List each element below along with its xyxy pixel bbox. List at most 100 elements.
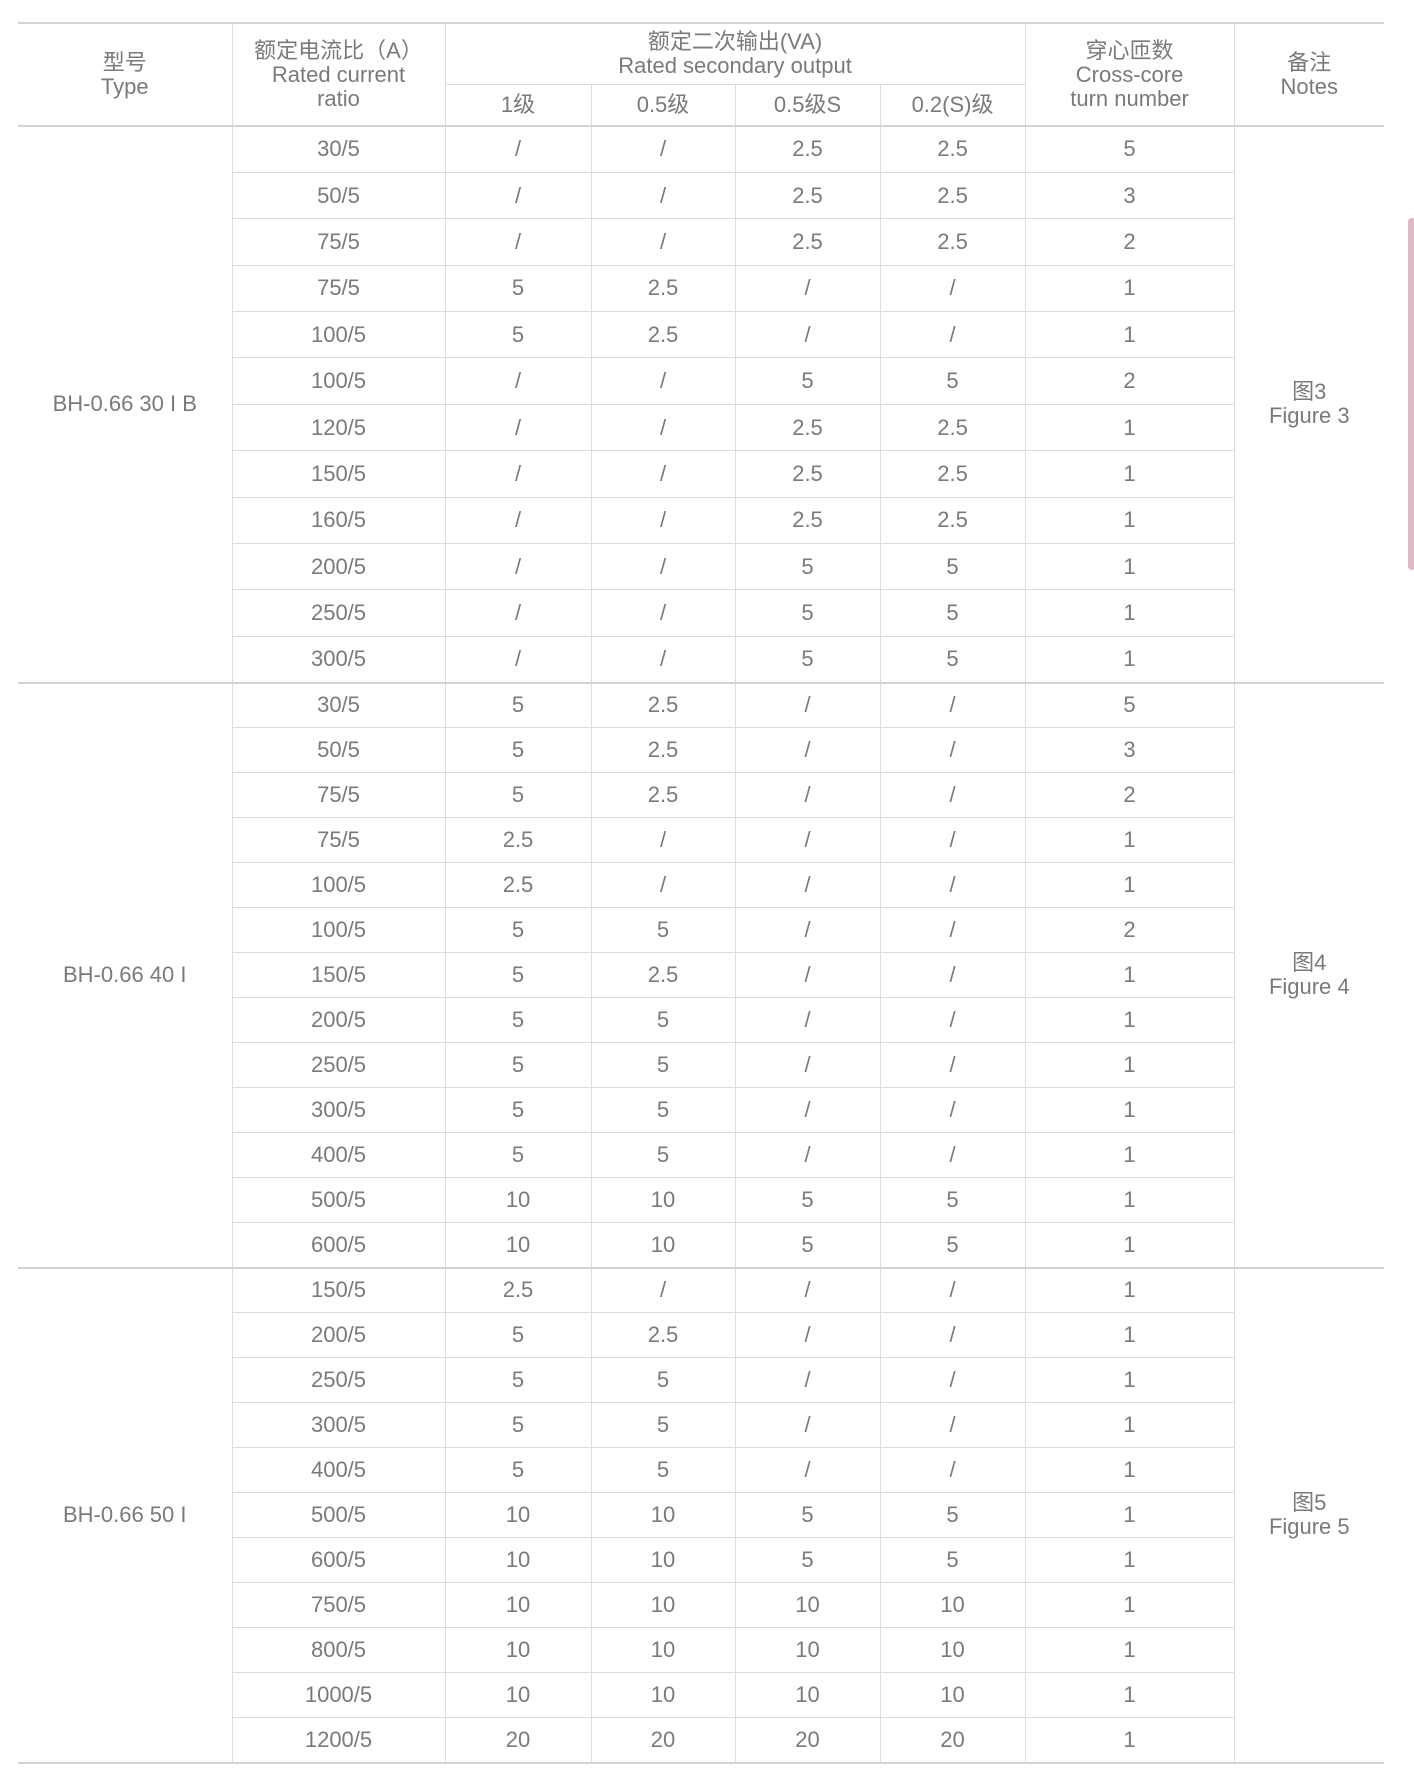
ratio-cell: 1200/5 bbox=[231, 1717, 445, 1764]
turns-cell: 1 bbox=[1024, 1672, 1235, 1719]
ratio-cell: 250/5 bbox=[231, 589, 445, 637]
class-0.5s-cell: 5 bbox=[734, 357, 880, 405]
class-0.2s-cell: / bbox=[879, 862, 1026, 909]
ratio-cell: 150/5 bbox=[231, 450, 445, 498]
class-1-cell: / bbox=[444, 218, 591, 266]
table-row: 150/5//2.5 2.5 1 bbox=[18, 450, 1384, 498]
header-class-0.5: 0.5级 bbox=[590, 84, 735, 127]
class-1-cell: 5 bbox=[444, 311, 591, 359]
table-row: 1000/5 10 10 10 10 1 bbox=[18, 1672, 1384, 1719]
class-0.5-cell: 5 bbox=[590, 907, 735, 954]
class-0.2s-cell: 10 bbox=[879, 1582, 1026, 1629]
class-0.5-cell: / bbox=[590, 1267, 735, 1314]
class-0.2s-cell: / bbox=[879, 311, 1026, 359]
class-0.5s-cell: 10 bbox=[734, 1627, 880, 1674]
header-notes-cn: 备注 bbox=[1287, 49, 1332, 75]
table-row: 200/5 5 2.5//1 bbox=[18, 1312, 1384, 1359]
class-0.5-cell: 2.5 bbox=[590, 772, 735, 819]
turns-cell: 1 bbox=[1024, 862, 1235, 909]
class-0.5s-cell: / bbox=[734, 997, 880, 1044]
ratio-cell: 150/5 bbox=[231, 1267, 445, 1314]
class-1-cell: 10 bbox=[444, 1537, 591, 1584]
turns-cell: 1 bbox=[1024, 1627, 1235, 1674]
class-1-cell: 5 bbox=[444, 1447, 591, 1494]
class-0.2s-cell: / bbox=[879, 1267, 1026, 1314]
class-0.2s-cell: 5 bbox=[879, 1177, 1026, 1224]
ratio-cell: 600/5 bbox=[231, 1537, 445, 1584]
header-ratio: 额定电流比（A） Rated current ratio bbox=[231, 22, 445, 127]
ratio-cell: 500/5 bbox=[231, 1492, 445, 1539]
class-0.5s-cell: / bbox=[734, 1267, 880, 1314]
class-1-cell: / bbox=[444, 404, 591, 452]
ratio-cell: 100/5 bbox=[231, 862, 445, 909]
table-row: 400/5 5 5//1 bbox=[18, 1447, 1384, 1494]
table-row: 75/5 5 2.5//2 bbox=[18, 772, 1384, 819]
ratio-cell: 300/5 bbox=[231, 1402, 445, 1449]
table-row: 100/5 5 5//2 bbox=[18, 907, 1384, 954]
class-0.5s-cell: 5 bbox=[734, 1177, 880, 1224]
table-row: BH-0.66 40 I 30/5 5 2.5//5 图4 Figure 4 bbox=[18, 682, 1385, 1269]
table-row: 160/5//2.5 2.5 1 bbox=[18, 497, 1384, 545]
class-0.5-cell: / bbox=[590, 218, 735, 266]
header-class-0.5s: 0.5级S bbox=[734, 84, 880, 127]
header-notes: 备注 Notes bbox=[1233, 22, 1385, 127]
class-1-cell: 5 bbox=[444, 727, 591, 774]
class-0.5s-cell: 5 bbox=[734, 543, 880, 591]
class-0.5-cell: / bbox=[590, 589, 735, 637]
class-1-cell: 20 bbox=[444, 1717, 591, 1764]
class-0.5s-cell: 5 bbox=[734, 1222, 880, 1269]
class-0.2s-cell: / bbox=[879, 952, 1026, 999]
turns-cell: 1 bbox=[1024, 497, 1235, 545]
class-0.5s-cell: / bbox=[734, 952, 880, 999]
table-row: 600/5 10 10 5 5 1 bbox=[18, 1222, 1384, 1269]
class-0.5-cell: 10 bbox=[590, 1627, 735, 1674]
class-1-cell: / bbox=[444, 126, 591, 173]
class-1-cell: 10 bbox=[444, 1492, 591, 1539]
turns-cell: 3 bbox=[1024, 727, 1235, 774]
class-0.5s-cell: / bbox=[734, 772, 880, 819]
class-0.5-cell: / bbox=[590, 172, 735, 220]
class-0.5s-cell: / bbox=[734, 1087, 880, 1134]
class-0.5s-cell: / bbox=[734, 1402, 880, 1449]
header-class-1: 1级 bbox=[444, 84, 591, 127]
class-1-cell: / bbox=[444, 543, 591, 591]
ratio-cell: 100/5 bbox=[231, 907, 445, 954]
class-0.5-cell: / bbox=[590, 126, 735, 173]
class-0.5-cell: / bbox=[590, 357, 735, 405]
side-scroll-indicator bbox=[1408, 218, 1414, 570]
turns-cell: 1 bbox=[1024, 1402, 1235, 1449]
table-row: 200/5 5 5//1 bbox=[18, 997, 1384, 1044]
class-0.5s-cell: 5 bbox=[734, 1537, 880, 1584]
class-0.2s-cell: 10 bbox=[879, 1672, 1026, 1719]
class-0.5-cell: / bbox=[590, 817, 735, 864]
ratio-cell: 200/5 bbox=[231, 543, 445, 591]
turns-cell: 2 bbox=[1024, 357, 1235, 405]
header-output: 额定二次输出(VA) Rated secondary output bbox=[444, 22, 1026, 85]
class-0.2s-cell: 2.5 bbox=[879, 172, 1026, 220]
class-0.5-cell: / bbox=[590, 404, 735, 452]
class-0.5-cell: / bbox=[590, 543, 735, 591]
note-en: Figure 5 bbox=[1268, 1514, 1350, 1540]
model-cell: BH-0.66 30 I B bbox=[18, 126, 232, 684]
table-row: 150/5 5 2.5//1 bbox=[18, 952, 1384, 999]
ratio-cell: 800/5 bbox=[231, 1627, 445, 1674]
header-turns-en: Cross-core turn number bbox=[1070, 61, 1189, 111]
ratio-cell: 1000/5 bbox=[231, 1672, 445, 1719]
class-0.5-cell: 2.5 bbox=[590, 311, 735, 359]
class-1-cell: 5 bbox=[444, 682, 591, 729]
class-0.5-cell: 5 bbox=[590, 1132, 735, 1179]
class-0.5-cell: / bbox=[590, 497, 735, 545]
class-0.5-cell: 2.5 bbox=[590, 265, 735, 313]
turns-cell: 1 bbox=[1024, 1537, 1235, 1584]
class-0.5s-cell: 10 bbox=[734, 1582, 880, 1629]
class-1-cell: 5 bbox=[444, 1312, 591, 1359]
table-row: BH-0.66 50 I 150/5 2.5///1 图5 Figure 5 bbox=[18, 1267, 1385, 1764]
class-0.5s-cell: / bbox=[734, 682, 880, 729]
ratio-cell: 400/5 bbox=[231, 1447, 445, 1494]
table-row: 300/5 5 5//1 bbox=[18, 1087, 1384, 1134]
class-0.2s-cell: / bbox=[879, 682, 1026, 729]
turns-cell: 1 bbox=[1024, 311, 1235, 359]
ratio-cell: 500/5 bbox=[231, 1177, 445, 1224]
turns-cell: 3 bbox=[1024, 172, 1235, 220]
turns-cell: 1 bbox=[1024, 1177, 1235, 1224]
